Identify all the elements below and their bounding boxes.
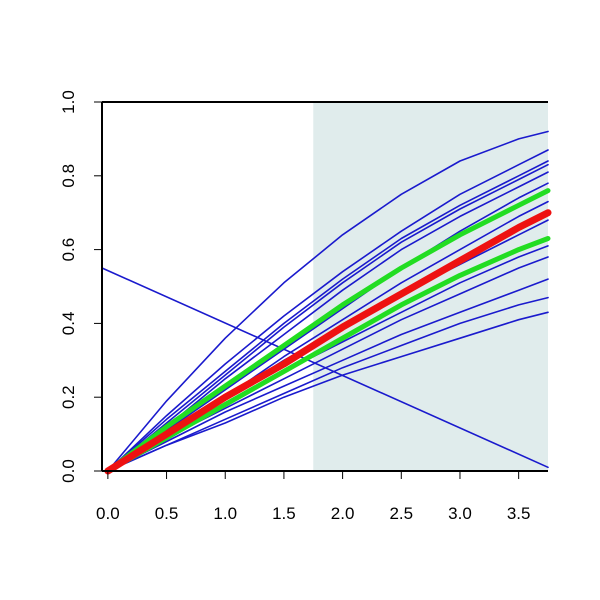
y-tick-label: 0.6: [59, 238, 78, 262]
series-line-blue-6: [107, 182, 549, 472]
series-line-blue-1: [107, 130, 549, 472]
series-line-blue-14: [101, 267, 549, 469]
series-line-blue-3: [107, 160, 549, 472]
y-tick-label: 1.0: [59, 90, 78, 114]
x-tick-label: 3.5: [507, 504, 531, 523]
y-axis: 0.0 0.2 0.4 0.6 0.8 1.0: [59, 90, 103, 483]
shaded-region: [313, 102, 548, 471]
series-line-blue-2: [107, 149, 549, 472]
x-tick-label: 1.5: [272, 504, 296, 523]
x-axis: 0.0 0.5 1.0 1.5 2.0 2.5 3.0 3.5: [96, 101, 548, 523]
series-layer: [101, 130, 552, 475]
y-tick-label: 0.0: [59, 459, 78, 483]
x-tick-label: 0.5: [155, 504, 179, 523]
x-tick-label: 2.5: [389, 504, 413, 523]
y-tick-label: 0.2: [59, 385, 78, 409]
series-line-red-17: [104, 209, 552, 475]
series-line-blue-12: [107, 296, 549, 472]
series-line-green-15: [105, 188, 551, 474]
x-tick-label: 0.0: [96, 504, 120, 523]
x-tick-label: 1.0: [213, 504, 237, 523]
series-line-blue-4: [107, 163, 549, 472]
y-tick-label: 0.4: [59, 312, 78, 336]
series-line-blue-11: [107, 278, 549, 472]
series-line-green-16: [105, 236, 551, 474]
x-tick-label: 2.0: [331, 504, 355, 523]
x-tick-label: 3.0: [448, 504, 472, 523]
y-tick-label: 0.8: [59, 164, 78, 188]
